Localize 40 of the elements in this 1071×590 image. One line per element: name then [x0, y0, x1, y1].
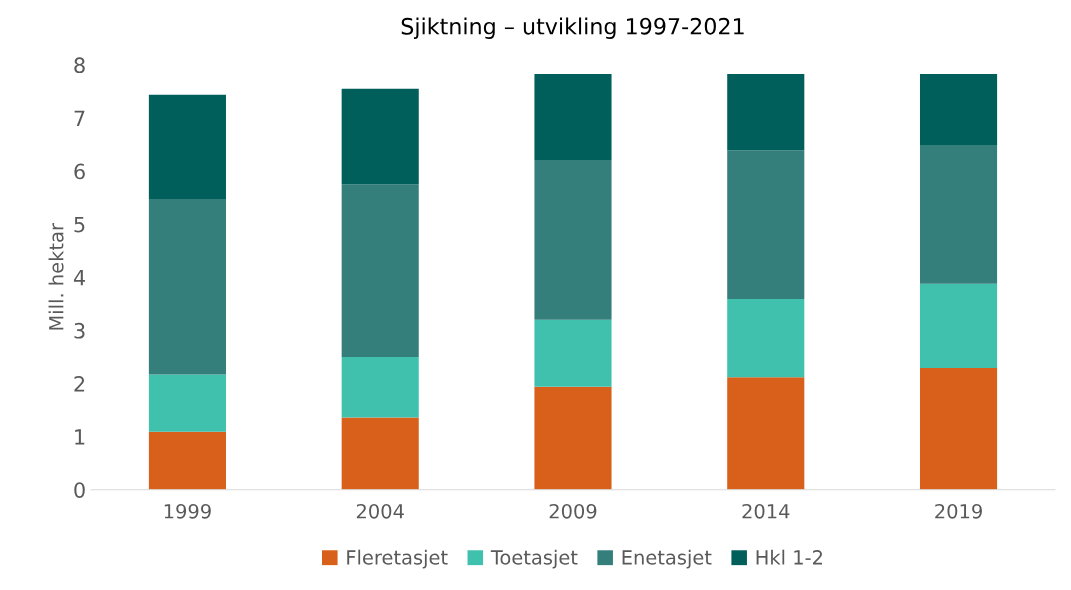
y-tick-label: 3 — [74, 322, 85, 339]
bar — [341, 417, 419, 490]
legend-label: Toetasjet — [490, 549, 578, 569]
bar — [148, 431, 226, 490]
bar — [919, 73, 998, 146]
bar — [727, 150, 805, 300]
bar — [727, 377, 805, 490]
bar — [919, 368, 998, 490]
bar — [919, 283, 998, 369]
bar — [727, 299, 805, 378]
bar — [534, 73, 612, 160]
bar — [534, 319, 612, 387]
y-tick-label: 0 — [74, 482, 85, 498]
bar — [534, 386, 612, 490]
legend-label: Fleretasjet — [347, 549, 448, 569]
bar — [148, 94, 226, 200]
bar — [341, 356, 419, 418]
bar — [727, 73, 805, 151]
y-tick-label: 6 — [74, 163, 85, 180]
bar — [341, 88, 419, 185]
bar — [534, 159, 612, 320]
legend-label: Enetasjet — [622, 549, 712, 569]
y-tick-label: 1 — [75, 429, 85, 445]
y-tick-label: 7 — [74, 110, 85, 126]
y-axis-title: Mill. hektar — [48, 223, 64, 330]
y-tick-label: 4 — [73, 270, 86, 286]
bar — [148, 199, 226, 375]
y-tick-label: 2 — [74, 375, 85, 392]
x-tick-label: 2014 — [742, 503, 790, 519]
x-tick-label: 2009 — [549, 503, 597, 519]
y-tick-label: 8 — [74, 57, 85, 74]
x-tick-label: 2004 — [356, 503, 404, 519]
legend-label: Hkl 1-2 — [756, 549, 823, 565]
x-tick-label: 2019 — [935, 503, 982, 519]
bar — [341, 184, 419, 357]
chart-title: Sjiktning – utvikling 1997-2021 — [401, 17, 744, 39]
x-tick-label: 1999 — [164, 503, 211, 519]
bar — [148, 374, 226, 432]
bar — [919, 145, 998, 284]
y-tick-label: 5 — [74, 216, 85, 233]
